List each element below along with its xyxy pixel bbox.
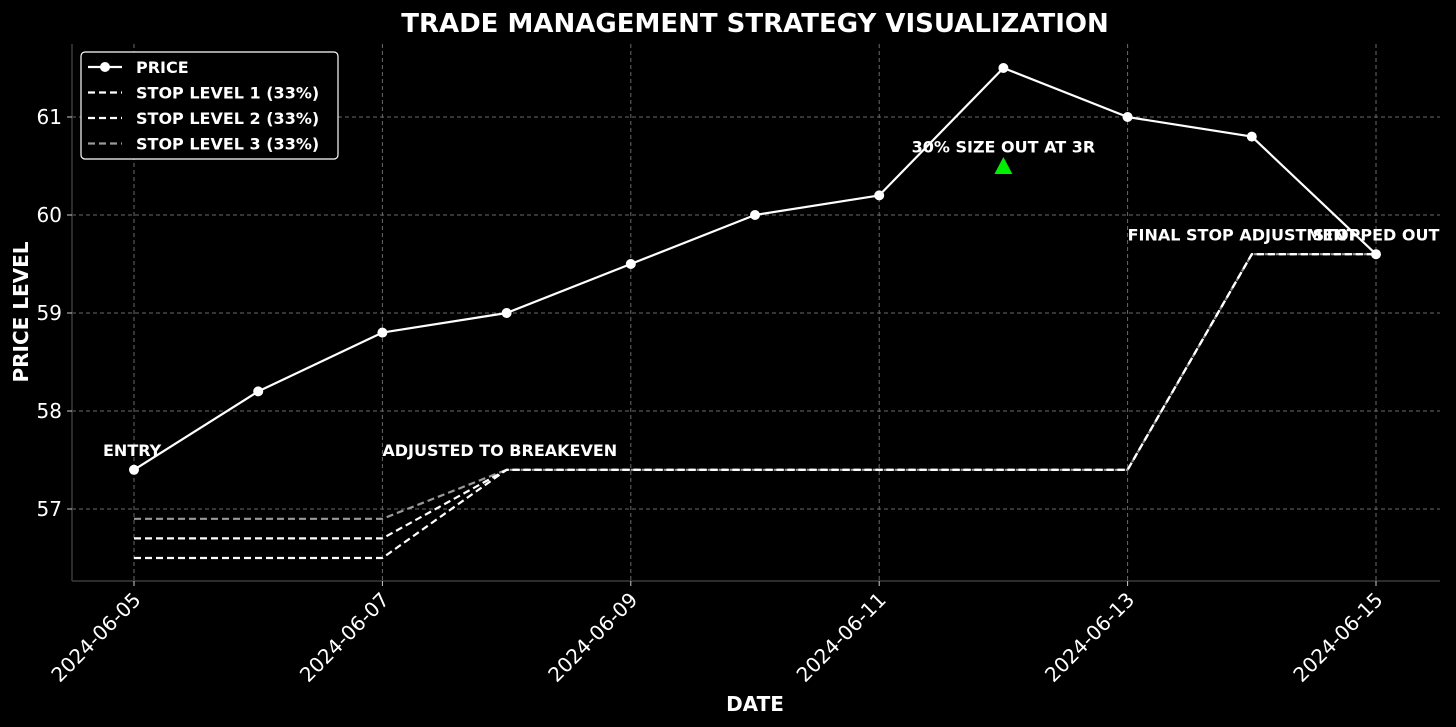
y-tick-label: 60 bbox=[37, 203, 62, 227]
chart-title: TRADE MANAGEMENT STRATEGY VISUALIZATION bbox=[401, 9, 1109, 39]
legend: PRICE STOP LEVEL 1 (33%) STOP LEVEL 2 (33%… bbox=[80, 51, 339, 160]
annotation-label: STOPPED OUT bbox=[1313, 226, 1440, 245]
price-point bbox=[998, 63, 1009, 73]
annotations-layer: ENTRY ADJUSTED TO BREAKEVEN 30% SIZE OUT A… bbox=[103, 137, 1439, 460]
y-tick-label: 61 bbox=[37, 105, 62, 129]
price-point bbox=[625, 259, 636, 269]
legend-label-2: STOP LEVEL 2 (33%) bbox=[136, 109, 319, 128]
annotation-label: ADJUSTED TO BREAKEVEN bbox=[382, 441, 617, 460]
legend-label-3: STOP LEVEL 3 (33%) bbox=[136, 135, 319, 154]
price-point bbox=[377, 327, 388, 338]
annotation-label: FINAL STOP ADJUSTMENT bbox=[1128, 226, 1358, 245]
y-tick-label: 59 bbox=[37, 301, 62, 325]
legend-label-0: PRICE bbox=[136, 58, 189, 77]
y-tick-label: 57 bbox=[37, 497, 62, 521]
profit-take-triangle-marker bbox=[994, 157, 1013, 174]
price-point bbox=[253, 386, 264, 397]
price-point bbox=[874, 190, 885, 201]
x-axis-label: DATE bbox=[726, 692, 784, 716]
series-layer bbox=[129, 63, 1381, 560]
price-point bbox=[1246, 131, 1257, 142]
price-point bbox=[1122, 112, 1133, 122]
price-point bbox=[750, 210, 760, 220]
price-point bbox=[501, 308, 512, 318]
series-line-1 bbox=[134, 253, 1376, 560]
legend-box bbox=[80, 51, 339, 160]
legend-marker-0 bbox=[100, 62, 110, 72]
annotation-label: ENTRY bbox=[103, 441, 162, 460]
y-tick-label: 58 bbox=[37, 399, 62, 423]
legend-label-1: STOP LEVEL 1 (33%) bbox=[136, 84, 319, 103]
annotation-label: 30% SIZE OUT AT 3R bbox=[912, 137, 1096, 156]
price-point bbox=[129, 464, 139, 475]
price-point bbox=[1371, 249, 1381, 260]
y-axis-label: PRICE LEVEL bbox=[9, 241, 33, 382]
